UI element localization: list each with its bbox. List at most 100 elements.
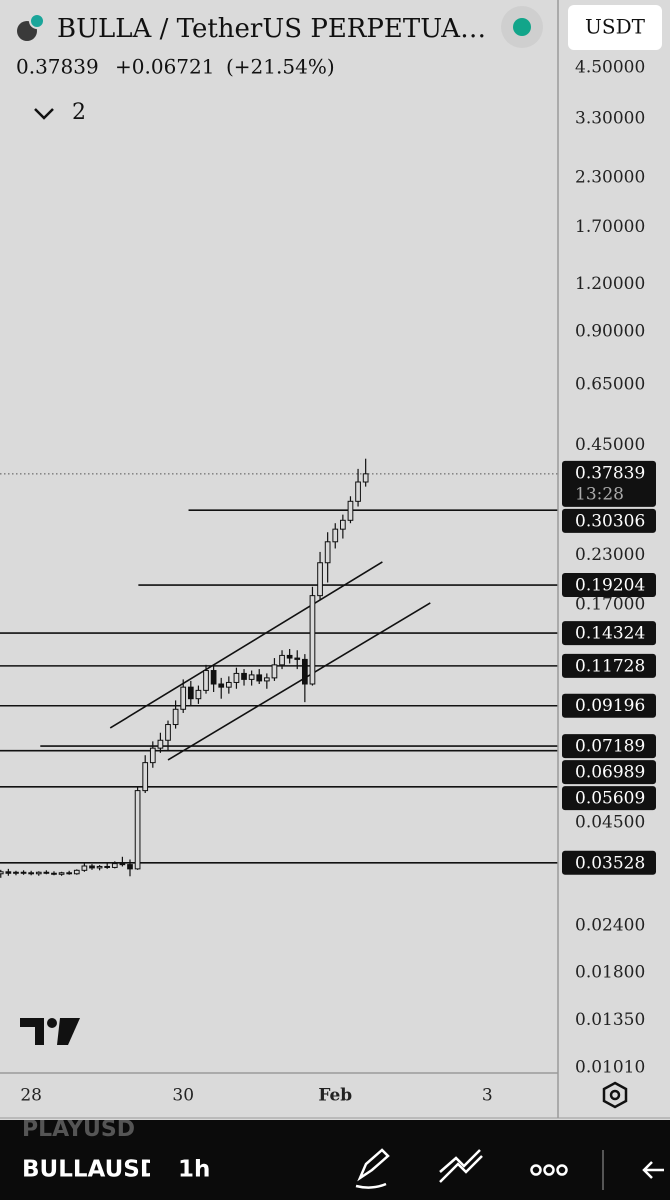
change: +0.06721 <box>115 55 214 79</box>
candle-body <box>43 871 50 874</box>
indicators-toggle[interactable] <box>34 108 54 120</box>
last-price-label: 0.37839 <box>575 463 645 483</box>
candle-body <box>317 562 323 597</box>
draw-button[interactable] <box>355 1148 390 1189</box>
candle-body <box>157 739 164 749</box>
candle-body <box>225 681 232 688</box>
y-tick-label: 2.30000 <box>575 167 645 187</box>
candle-body <box>20 871 27 874</box>
plot-area <box>0 458 558 878</box>
currency[interactable]: USDT <box>585 15 646 39</box>
level-box <box>562 621 656 646</box>
y-tick-label: 0.02400 <box>575 915 645 935</box>
x-tick-label: 30 <box>172 1086 194 1106</box>
candle-body <box>111 863 118 868</box>
settings-button[interactable] <box>602 1081 628 1109</box>
y-tick-label: 0.23000 <box>575 545 645 565</box>
indicators-count[interactable]: 2 <box>72 100 86 125</box>
candle-body <box>149 747 156 764</box>
candle-body <box>73 869 80 875</box>
candle-body <box>104 865 111 868</box>
candle-body <box>324 541 331 564</box>
candle-body <box>35 871 42 875</box>
y-tick-label: 3.30000 <box>575 108 645 128</box>
x-tick-label: 3 <box>482 1086 493 1106</box>
y-tick-label: 4.50000 <box>575 57 645 77</box>
candle-body <box>241 672 247 680</box>
candle-body <box>286 654 293 659</box>
x-tick-label: Feb <box>318 1086 352 1106</box>
symbol-title[interactable]: BULLA / TetherUS PERPETUA… <box>57 14 486 44</box>
toolbar-symbol[interactable]: BULLAUSD <box>22 1157 159 1183</box>
y-tick-label: 0.04500 <box>575 812 645 832</box>
candle-body <box>96 865 103 869</box>
level-label: 0.03528 <box>575 853 645 873</box>
trend-line <box>167 602 431 761</box>
x-tick-label: 28 <box>20 1086 42 1106</box>
toolbar <box>0 1120 670 1200</box>
candle-body <box>81 865 88 871</box>
candle-body <box>195 689 202 700</box>
level-label: 0.06989 <box>575 763 645 783</box>
candle-body <box>172 708 179 726</box>
y-tick-label: 0.65000 <box>575 375 645 395</box>
candle-body <box>210 670 217 685</box>
candle-body <box>134 790 141 870</box>
candle-body <box>271 664 278 679</box>
y-tick-label: 0.17000 <box>575 595 645 615</box>
candle-body <box>187 686 194 700</box>
candle-body <box>66 872 73 875</box>
candle-body <box>362 473 369 483</box>
candle-body <box>51 872 57 875</box>
candle-body <box>248 674 255 680</box>
candle-body <box>13 871 19 874</box>
back-button[interactable] <box>642 1161 664 1179</box>
y-tick-label: 0.01010 <box>575 1057 645 1077</box>
candle-body <box>28 872 35 875</box>
candle-body <box>233 672 240 683</box>
level-label: 0.05609 <box>575 789 645 809</box>
settings-icon <box>609 1089 621 1101</box>
level-box <box>562 734 656 759</box>
level-label: 0.19204 <box>575 576 645 596</box>
level-label: 0.30306 <box>575 511 645 531</box>
candle-body <box>0 871 4 875</box>
indicator-button[interactable] <box>439 1149 483 1183</box>
candle-body <box>119 863 126 866</box>
y-tick-label: 0.90000 <box>575 321 645 341</box>
trend-line <box>109 561 383 729</box>
candle-body <box>127 864 133 870</box>
level-box <box>562 653 656 678</box>
candle-body <box>309 595 316 685</box>
candle-body <box>263 677 270 682</box>
candle-body <box>89 865 95 869</box>
change-percent: (+21.54%) <box>226 55 335 79</box>
candle-body <box>340 519 346 530</box>
candle-body <box>279 654 285 666</box>
candle-body <box>347 500 354 521</box>
candle-body <box>218 683 225 688</box>
level-box <box>562 760 656 785</box>
level-box <box>562 573 656 598</box>
tv-logo <box>20 1018 80 1045</box>
y-tick-label: 0.45000 <box>575 435 645 455</box>
level-box <box>562 786 656 811</box>
currency-button[interactable] <box>568 5 662 50</box>
candle-body <box>180 686 187 710</box>
candle-body <box>294 657 301 660</box>
y-tick-label: 0.01800 <box>575 963 645 983</box>
level-label: 0.07189 <box>575 737 645 757</box>
interval[interactable]: 1h <box>178 1157 210 1183</box>
candle-body <box>165 724 171 741</box>
candle-body <box>5 871 12 874</box>
level-box <box>562 850 656 875</box>
level-label: 0.14324 <box>575 624 645 644</box>
level-box <box>562 693 656 718</box>
price: 0.37839 <box>16 55 99 79</box>
exchange-icon <box>29 13 45 29</box>
more-button[interactable] <box>530 1164 568 1176</box>
previous-symbol[interactable]: PLAYUSD <box>22 1117 135 1142</box>
last-price-box <box>562 460 656 507</box>
